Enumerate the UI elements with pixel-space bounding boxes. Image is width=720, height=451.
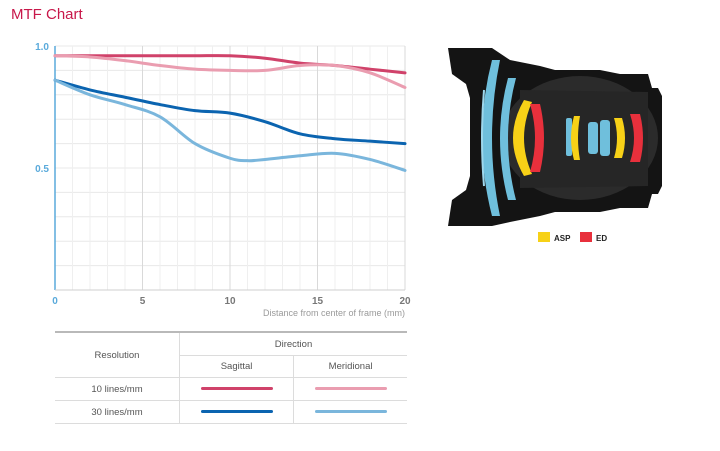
series-line-sag30: [53, 78, 407, 146]
resolution-header: Resolution: [55, 331, 180, 378]
x-tick-label: 5: [140, 296, 146, 307]
meridional-30-swatch: [314, 410, 387, 414]
direction-header: Direction: [179, 331, 407, 356]
sagittal-30-swatch: [200, 410, 273, 414]
swatch-cell: [293, 400, 407, 424]
series-line-mer30: [53, 78, 407, 172]
series-line-mer10: [53, 54, 407, 89]
mtf-chart: 0 5 10 15 20 1.0 0.5 Distance from center of fr…: [35, 42, 411, 318]
meridional-10-swatch: [314, 387, 387, 391]
swatch-cell: [293, 377, 407, 401]
chart-grid: [54, 45, 406, 291]
meridional-header: Meridional: [293, 355, 407, 378]
swatch-cell: [178, 400, 294, 424]
y-tick-label: 1.0: [35, 42, 49, 53]
swatch-cell: [178, 377, 294, 401]
sagittal-header: Sagittal: [178, 355, 294, 378]
row-10-label: 10 lines/mm: [55, 377, 180, 401]
chart-series: [53, 54, 407, 172]
x-tick-label: 20: [399, 296, 411, 307]
page-title: MTF Chart: [11, 6, 83, 23]
chart-axes: [54, 46, 405, 291]
sagittal-10-swatch: [200, 387, 273, 391]
chart-labels: 0 5 10 15 20 1.0 0.5 Distance from center of fr…: [35, 42, 411, 318]
row-30-label: 30 lines/mm: [55, 400, 180, 424]
x-tick-label: 10: [224, 296, 236, 307]
mtf-legend-table: Resolution Direction Sagittal Meridional…: [55, 331, 407, 424]
y-tick-label: 0.5: [35, 164, 49, 175]
x-tick-label: 15: [312, 296, 324, 307]
x-tick-label: 0: [52, 296, 58, 307]
x-axis-label: Distance from center of frame (mm): [263, 308, 405, 318]
